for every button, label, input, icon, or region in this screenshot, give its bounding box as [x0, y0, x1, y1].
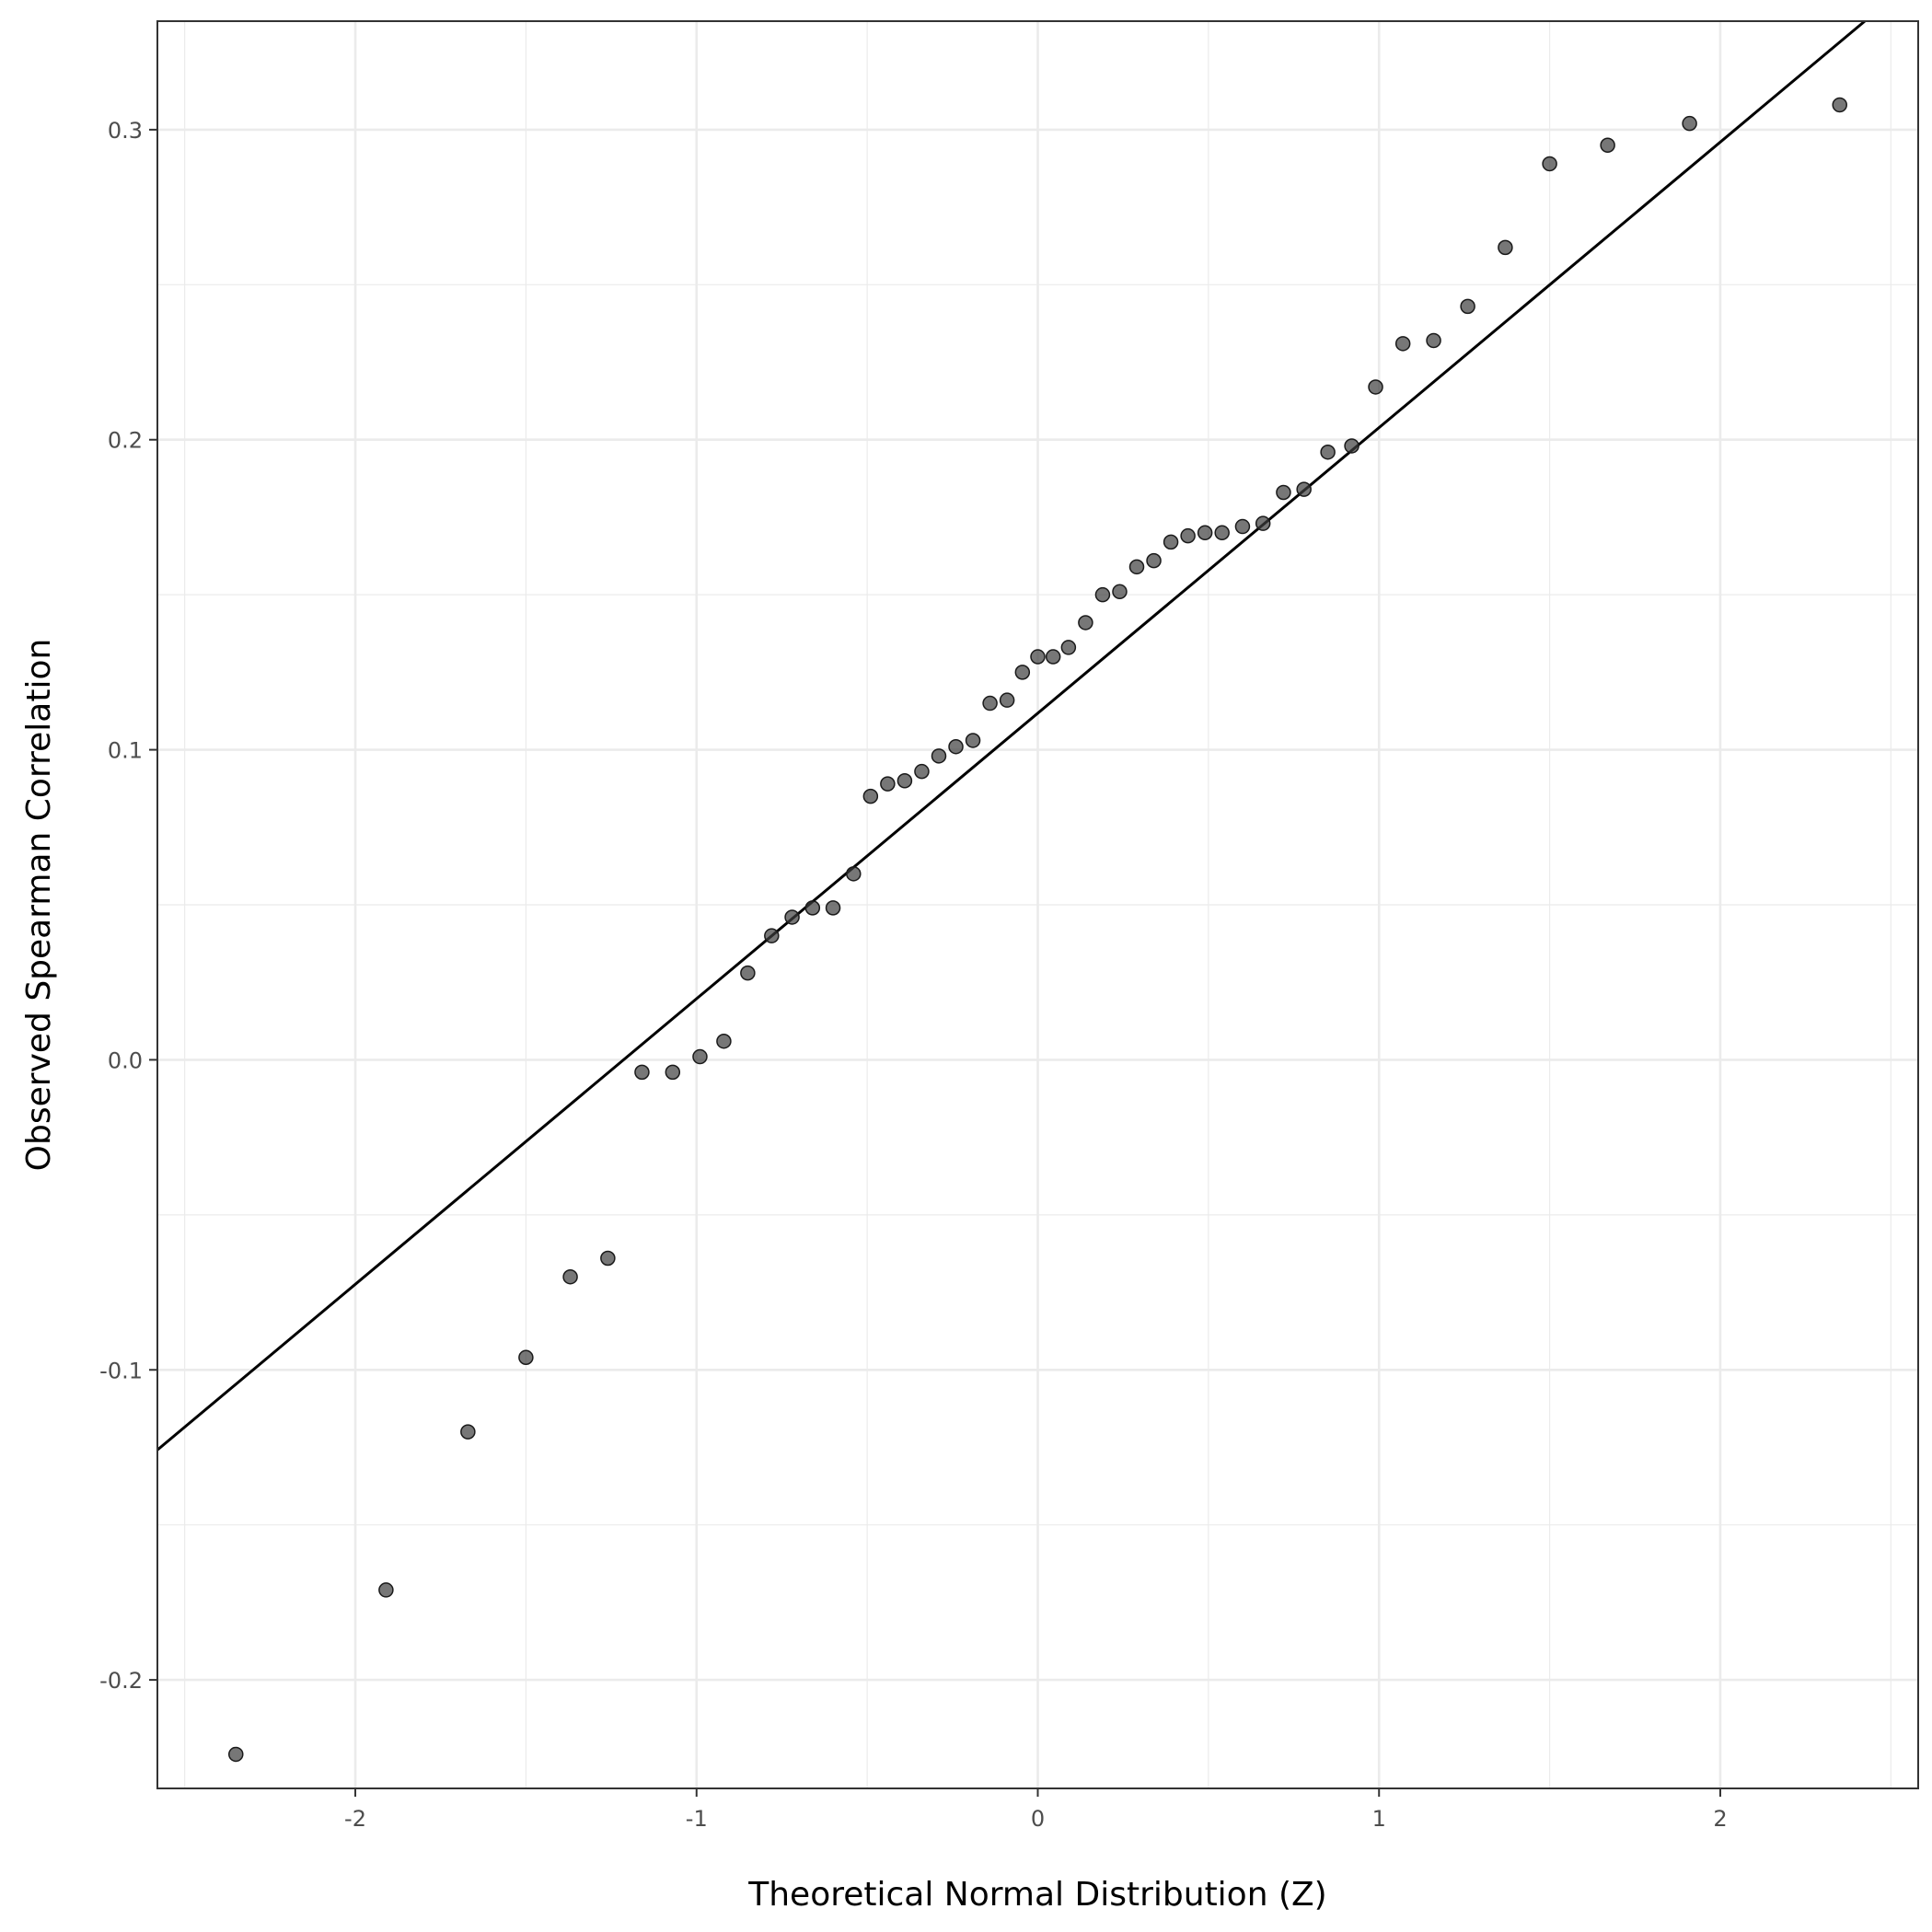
data-point: [1234, 518, 1251, 535]
data-point: [1426, 332, 1441, 349]
x-tick-label: 1: [1372, 1806, 1386, 1832]
data-point: [1014, 665, 1031, 680]
x-axis-ticks: -2 -1 0 1 2: [344, 1788, 1728, 1832]
data-point: [378, 1582, 394, 1598]
data-point: [634, 1064, 650, 1081]
qq-reference-line: [156, 19, 1866, 1452]
y-tick-label: 0.3: [108, 118, 143, 144]
data-point: [1180, 527, 1196, 544]
data-point: [1255, 515, 1271, 531]
data-point: [1078, 615, 1093, 631]
x-tick-label: 0: [1031, 1806, 1045, 1832]
data-point: [1394, 336, 1411, 352]
data-point: [1320, 444, 1336, 460]
data-point: [1498, 239, 1513, 256]
data-point: [692, 1048, 708, 1065]
data-point: [1276, 484, 1291, 501]
data-point: [562, 1268, 578, 1285]
data-point: [948, 738, 964, 755]
major-gridlines: [157, 21, 1918, 1788]
data-point: [764, 928, 780, 943]
data-point: [665, 1064, 681, 1081]
data-point: [1197, 525, 1213, 541]
data-point: [1460, 298, 1475, 315]
data-point: [1163, 534, 1179, 550]
x-tick-label: -2: [344, 1806, 366, 1832]
data-point: [1146, 552, 1162, 569]
data-point: [931, 748, 947, 764]
data-point: [1214, 525, 1230, 541]
data-point: [804, 900, 821, 916]
data-point: [784, 909, 800, 925]
y-axis-title: Observed Spearman Correlation: [20, 639, 58, 1172]
data-point: [1296, 481, 1312, 497]
y-tick-label: 0.0: [108, 1047, 143, 1073]
data-point: [825, 900, 841, 916]
y-axis-ticks: -0.2 -0.1 0.0 0.1 0.2 0.3: [99, 118, 157, 1694]
data-point: [716, 1033, 732, 1049]
y-tick-label: -0.2: [99, 1668, 143, 1694]
data-point: [862, 788, 879, 804]
data-point: [1030, 649, 1046, 665]
data-point: [897, 773, 913, 789]
data-point: [999, 692, 1015, 708]
reference-line-group: [156, 19, 1866, 1452]
data-point: [914, 763, 930, 780]
data-point: [1045, 649, 1061, 665]
data-point: [982, 695, 998, 711]
data-point: [1682, 115, 1697, 132]
data-point: [846, 866, 862, 882]
data-point: [1128, 559, 1145, 575]
data-point: [965, 733, 981, 748]
data-points: [228, 97, 1847, 1763]
x-axis-title: Theoretical Normal Distribution (Z): [747, 1876, 1326, 1914]
data-point: [1060, 640, 1077, 655]
data-point: [228, 1746, 244, 1763]
y-tick-label: -0.1: [99, 1358, 143, 1383]
data-point: [1094, 586, 1111, 603]
y-tick-label: 0.2: [108, 428, 143, 454]
data-point: [1112, 584, 1128, 600]
data-point: [518, 1349, 534, 1366]
data-point: [1344, 438, 1359, 454]
y-tick-label: 0.1: [108, 738, 143, 764]
x-tick-label: -1: [686, 1806, 708, 1832]
data-point: [880, 776, 896, 792]
data-point: [740, 965, 756, 981]
data-point: [1600, 137, 1615, 153]
x-tick-label: 2: [1713, 1806, 1727, 1832]
data-point: [460, 1424, 476, 1440]
data-point: [1832, 97, 1847, 113]
data-point: [600, 1250, 616, 1267]
data-point: [1542, 156, 1557, 172]
data-point: [1368, 379, 1383, 395]
